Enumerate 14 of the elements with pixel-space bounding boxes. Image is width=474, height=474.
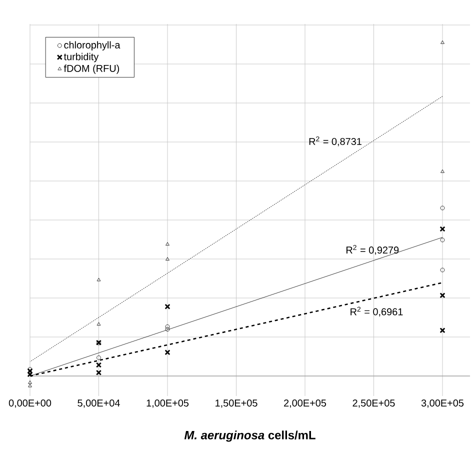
annotation: R$^{2}$ = 0,8731: [309, 136, 362, 146]
x-tick-label: 1,50E+05: [216, 400, 258, 408]
x-tick-label: 5,00E+04: [78, 400, 120, 408]
x-tick-label: 0,00E+00: [8, 400, 52, 408]
legend-label: fDOM (RFU): [64, 64, 120, 74]
x-tick-label: 2,50E+05: [352, 400, 395, 408]
x-axis-title: M. aeruginosa cells/mL: [184, 430, 316, 442]
x-tick-label: 3,00E+05: [421, 400, 464, 408]
x-tick-label: 2,00E+05: [284, 400, 326, 408]
legend-label: turbidity: [64, 52, 99, 62]
legend-label: chlorophyll-a: [64, 41, 120, 50]
x-tick-label: 1,00E+05: [146, 400, 189, 408]
annotation: R$^{2}$ = 0,9279: [346, 245, 399, 255]
annotation: R$^{2}$ = 0,6961: [350, 306, 403, 316]
